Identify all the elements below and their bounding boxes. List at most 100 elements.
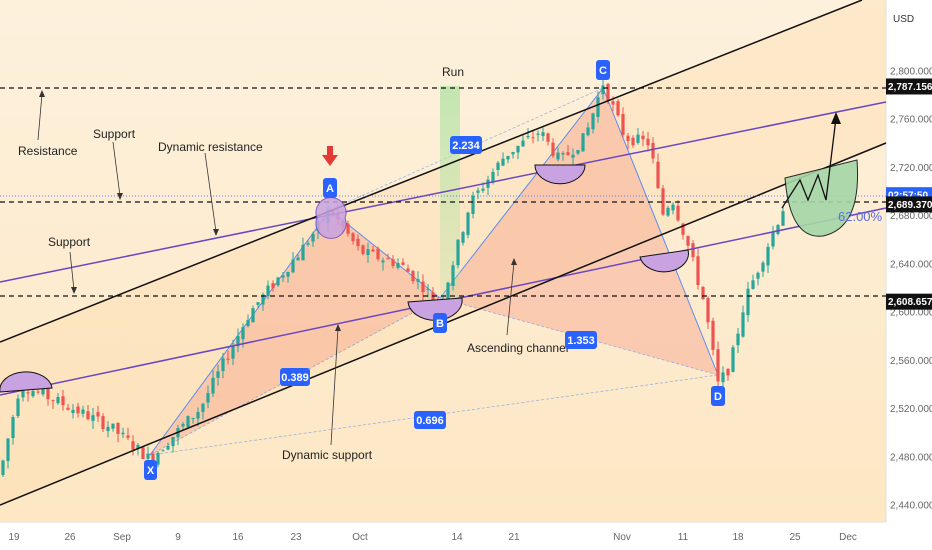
- price-tag: 2,787.156: [886, 78, 932, 95]
- bd-leg: [439, 297, 719, 376]
- candle-body: [526, 135, 530, 138]
- candle-body: [546, 133, 550, 142]
- candle-body: [166, 445, 170, 450]
- candle-body: [206, 393, 210, 403]
- x-tick-label: 23: [290, 532, 302, 543]
- candle-body: [551, 142, 555, 156]
- candle-body: [531, 137, 535, 139]
- candle-body: [221, 358, 225, 372]
- xa-leg: [149, 209, 331, 456]
- candle-body: [66, 407, 70, 410]
- candle-body: [156, 452, 160, 465]
- candle-body: [356, 238, 360, 247]
- candle-body: [521, 140, 525, 147]
- candle-body: [411, 270, 415, 282]
- candle-body: [556, 152, 560, 160]
- candle-body: [516, 145, 520, 153]
- candle-body: [301, 244, 305, 261]
- candle-body: [81, 409, 85, 414]
- x-tick-label: 16: [232, 532, 244, 543]
- resistance-arrowhead: [39, 90, 45, 97]
- support-left-arrowhead: [71, 287, 77, 294]
- ascending-channel-arrowhead: [511, 258, 517, 265]
- candle-body: [606, 83, 610, 102]
- x-tick-label: 26: [64, 532, 76, 543]
- candle-body: [391, 259, 395, 266]
- arc-c1: [534, 164, 586, 185]
- svg-text:2.234: 2.234: [452, 140, 480, 152]
- candle-body: [226, 358, 230, 360]
- candle-body: [661, 188, 665, 215]
- ratio-box: 2.234: [450, 136, 482, 154]
- dynamic-resistance-line: [0, 101, 887, 283]
- candle-body: [346, 223, 350, 234]
- svg-text:2,787.156: 2,787.156: [888, 82, 932, 93]
- candle-body: [501, 158, 505, 166]
- candle-body: [641, 135, 645, 140]
- candle-body: [621, 114, 625, 135]
- svg-text:B: B: [436, 318, 444, 330]
- candle-body: [106, 426, 110, 432]
- x-tick-label: 18: [732, 532, 744, 543]
- red-arrow-head: [322, 155, 338, 166]
- candle-body: [231, 346, 235, 359]
- candle-body: [721, 372, 725, 383]
- price-tag: 2,689.370: [886, 196, 932, 213]
- candle-body: [61, 396, 65, 406]
- svg-text:X: X: [147, 465, 155, 477]
- x-tick-label: 14: [451, 532, 463, 543]
- point-label-b: B: [433, 313, 447, 333]
- candle-body: [276, 277, 280, 286]
- support-top-arrow: [112, 141, 121, 197]
- support-top-label: Support: [93, 127, 136, 141]
- candle-body: [241, 327, 245, 340]
- projection-arrowhead: [831, 112, 841, 124]
- support-top-arrowhead: [117, 193, 123, 200]
- candle-body: [681, 223, 685, 235]
- x-tick-label: 9: [175, 532, 181, 543]
- x-tick-label: 21: [508, 532, 520, 543]
- candle-body: [311, 233, 315, 242]
- candle-body: [46, 388, 50, 400]
- candle-body: [601, 85, 605, 95]
- candle-body: [466, 212, 470, 235]
- candle-body: [21, 389, 25, 398]
- bc-leg: [439, 87, 604, 299]
- candle-body: [581, 133, 585, 152]
- candle-body: [86, 411, 90, 420]
- candle-body: [451, 265, 455, 286]
- candle-body: [666, 207, 670, 216]
- x-tick-label: Nov: [613, 532, 631, 543]
- candle-body: [696, 256, 700, 286]
- candle-body: [251, 308, 255, 323]
- ratio-box: 0.389: [280, 368, 310, 386]
- candle-body: [496, 162, 500, 170]
- candle-body: [676, 205, 680, 221]
- candle-body: [746, 288, 750, 316]
- candle-body: [631, 137, 635, 146]
- candle-body: [691, 243, 695, 258]
- projection-path: [781, 117, 837, 209]
- x-tick-label: Sep: [113, 532, 131, 543]
- red-arrow-shaft: [327, 146, 333, 156]
- candle-body: [136, 444, 140, 449]
- bcd-triangle: [440, 88, 718, 375]
- candle-body: [41, 388, 45, 395]
- svg-text:2,689.370: 2,689.370: [888, 200, 932, 211]
- candle-body: [181, 424, 185, 427]
- candle-body: [126, 435, 130, 438]
- candle-body: [131, 441, 135, 450]
- candle-body: [566, 152, 570, 155]
- candle-body: [726, 368, 730, 376]
- candle-body: [781, 211, 785, 226]
- candle-body: [756, 272, 760, 279]
- candle-body: [111, 423, 115, 429]
- y-tick-label: 2,720.000: [890, 163, 932, 174]
- candle-body: [766, 246, 770, 266]
- candle-body: [536, 133, 540, 135]
- candle-body: [186, 416, 190, 428]
- candle-body: [101, 416, 105, 430]
- candle-body: [586, 127, 590, 136]
- percent-label: 62.00%: [838, 209, 883, 224]
- y-tick-label: 2,560.000: [890, 356, 932, 367]
